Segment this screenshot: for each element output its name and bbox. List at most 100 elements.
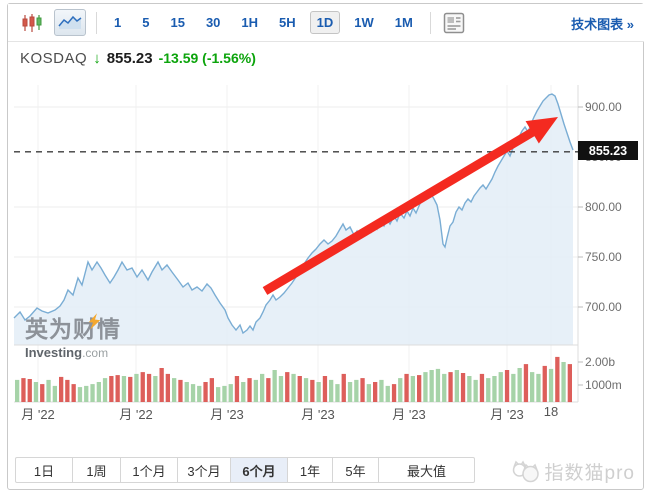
volume-bar — [59, 376, 64, 402]
volume-bar — [115, 375, 120, 402]
volume-bar — [479, 373, 485, 402]
brand-watermark: 指数猫pro — [510, 458, 635, 485]
volume-bar — [109, 376, 114, 402]
price-axis-label: 800.00 — [585, 200, 622, 214]
volume-bar — [360, 378, 365, 402]
range-button-5[interactable]: 6个月 — [231, 458, 288, 482]
cat-icon — [512, 460, 539, 482]
volume-bar — [542, 365, 547, 402]
volume-bar — [385, 385, 390, 402]
volume-bar — [27, 379, 32, 402]
volume-axis-label: 1000m — [585, 378, 622, 392]
price-axis-label: 750.00 — [585, 250, 622, 264]
volume-bar — [498, 372, 503, 402]
volume-bar — [373, 382, 378, 402]
volume-bar — [266, 378, 271, 402]
time-axis-label: 月 '23 — [210, 407, 244, 422]
volume-bar — [102, 378, 108, 402]
volume-bar — [354, 379, 359, 402]
volume-bar — [429, 370, 434, 402]
volume-bar — [504, 370, 510, 402]
volume-bar — [40, 384, 45, 402]
volume-bar — [366, 384, 371, 402]
range-button-2[interactable]: 1周 — [73, 458, 121, 482]
range-button-3[interactable]: 1个月 — [121, 458, 178, 482]
range-button-6[interactable]: 1年 — [288, 458, 333, 482]
time-axis-label: 月 '23 — [392, 407, 426, 422]
interval-button-1[interactable]: 1 — [114, 15, 122, 30]
layout-panel-button[interactable] — [441, 10, 467, 36]
volume-bar — [460, 373, 466, 402]
price-area-fill — [14, 94, 573, 345]
time-axis-label: 月 '23 — [301, 407, 335, 422]
volume-bar — [172, 378, 177, 402]
volume-bar — [197, 385, 202, 402]
interval-button-1H[interactable]: 1H — [241, 15, 259, 30]
volume-bar — [21, 378, 26, 402]
volume-bar — [567, 364, 572, 403]
layout-panel-icon — [443, 12, 465, 33]
volume-bar — [410, 376, 415, 402]
trend-arrow-line — [262, 126, 538, 295]
volume-bar — [303, 378, 309, 402]
time-axis-label: 月 '23 — [490, 407, 524, 422]
price-line — [13, 93, 574, 335]
volume-bar — [71, 384, 76, 402]
interval-button-5H[interactable]: 5H — [279, 15, 296, 30]
area-chart-icon — [58, 15, 82, 29]
volume-bar — [435, 368, 441, 402]
volume-bar — [473, 379, 478, 402]
range-button-7[interactable]: 5年 — [333, 458, 379, 482]
technical-chart-link[interactable]: 技术图表 » — [571, 17, 634, 32]
interval-button-15[interactable]: 15 — [170, 15, 185, 30]
interval-button-1D[interactable]: 1D — [309, 11, 341, 34]
candlestick-chart-button[interactable] — [18, 10, 46, 36]
volume-bar — [121, 376, 127, 402]
volume-bar — [297, 376, 302, 402]
interval-button-1W[interactable]: 1W — [354, 15, 374, 30]
volume-bar — [316, 382, 321, 402]
candlestick-icon — [22, 13, 42, 32]
volume-bar — [228, 384, 233, 402]
volume-bar — [222, 385, 227, 402]
volume-bar — [492, 376, 497, 402]
volume-bar — [341, 373, 346, 402]
range-button-8[interactable]: 最大值 — [406, 463, 446, 479]
area-chart-button[interactable] — [54, 9, 86, 36]
volume-bar — [140, 372, 145, 402]
volume-bar — [517, 368, 522, 402]
volume-bar — [561, 362, 566, 402]
volume-bar — [46, 379, 51, 402]
volume-bar — [417, 375, 422, 402]
volume-bar — [310, 379, 315, 402]
interval-button-5[interactable]: 5 — [142, 15, 150, 30]
interval-button-group: 1 5 15 30 1H 5H 1D 1W 1M — [107, 11, 420, 34]
volume-bar — [84, 385, 89, 402]
volume-bar — [216, 387, 221, 402]
volume-bar — [134, 373, 139, 402]
volume-bar — [52, 385, 57, 402]
price-axis-label: 700.00 — [585, 300, 622, 314]
trend-arrow-head — [525, 117, 558, 144]
volume-bar — [511, 373, 516, 402]
toolbar-separator — [96, 11, 97, 34]
toolbar-separator — [429, 11, 431, 34]
interval-button-1M[interactable]: 1M — [394, 15, 413, 30]
interval-button-30[interactable]: 30 — [205, 15, 221, 30]
volume-bar — [278, 376, 284, 402]
volume-bar — [128, 376, 133, 402]
volume-bar — [65, 379, 70, 402]
volume-bar — [530, 372, 535, 402]
volume-bar — [442, 373, 447, 402]
range-button-1[interactable]: 1日 — [16, 458, 73, 482]
time-axis-label: 月 '22 — [119, 407, 153, 422]
range-button-4[interactable]: 3个月 — [178, 458, 231, 482]
volume-bar — [77, 387, 83, 402]
volume-bar — [486, 378, 491, 402]
volume-bar — [15, 379, 20, 402]
volume-bar — [291, 373, 296, 402]
volume-bar — [159, 368, 164, 402]
volume-bar — [285, 372, 290, 402]
